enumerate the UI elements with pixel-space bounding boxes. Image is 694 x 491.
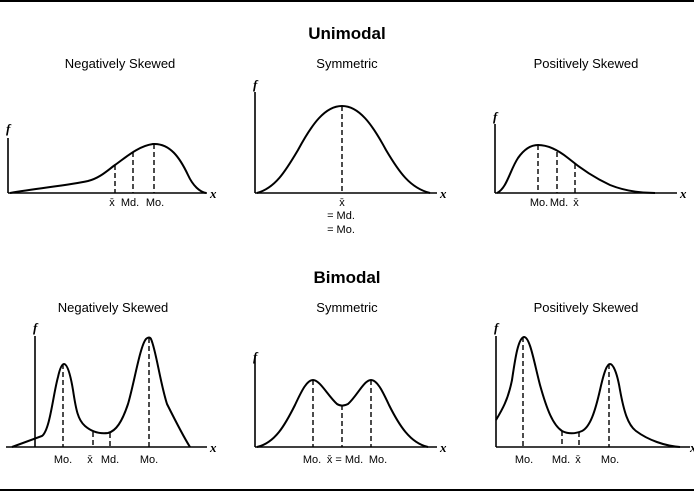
marker-label-mode-2: Mo. — [140, 454, 158, 466]
marker-label-mode-1: Mo. — [515, 454, 533, 466]
marker-label-mean-median: x̄ = Md. — [327, 454, 363, 466]
x-axis-label: x — [689, 440, 694, 455]
marker-label-median: Md. — [550, 197, 568, 209]
panel-title-unimodal-symmetric: Symmetric — [316, 56, 378, 71]
y-axis-label: f — [6, 121, 12, 136]
distribution-curve — [11, 336, 191, 448]
y-axis-label: f — [253, 349, 259, 364]
marker-label-mean: x̄ — [573, 197, 579, 209]
distribution-curve — [495, 335, 681, 448]
x-axis-label: x — [679, 186, 687, 201]
panel-bimodal-negative: f x Mo. x̄ Md. Mo. — [6, 320, 217, 466]
marker-label-mode: Mo. — [146, 197, 164, 209]
panel-title-unimodal-positive: Positively Skewed — [533, 56, 639, 71]
distribution-curve — [256, 104, 431, 194]
marker-label-mode: Mo. — [530, 197, 548, 209]
marker-label-mode-1: Mo. — [54, 454, 72, 466]
panel-title-unimodal-negative: Negatively Skewed — [64, 56, 176, 71]
top-border — [0, 0, 694, 2]
panel-title-bimodal-positive: Positively Skewed — [533, 300, 639, 315]
bottom-border — [0, 489, 694, 491]
panel-title-bimodal-negative: Negatively Skewed — [57, 300, 169, 315]
panel-unimodal-positive: f x Mo. Md. x̄ — [493, 109, 687, 209]
x-axis-label: x — [209, 440, 217, 455]
y-axis-label: f — [493, 109, 499, 124]
x-axis-label: x — [439, 440, 447, 455]
x-axis-label: x — [209, 186, 217, 201]
marker-label-mean: x̄ — [109, 197, 115, 209]
marker-label-median: Md. — [121, 197, 139, 209]
marker-label-mode-2: Mo. — [369, 454, 387, 466]
y-axis-label: f — [494, 320, 500, 335]
panel-title-bimodal-symmetric: Symmetric — [316, 300, 378, 315]
marker-label-mode-2: Mo. — [601, 454, 619, 466]
marker-label-median: = Md. — [327, 210, 355, 222]
marker-label-median: Md. — [101, 454, 119, 466]
x-axis-label: x — [439, 186, 447, 201]
y-axis-label: f — [253, 77, 259, 92]
distribution-curve — [496, 143, 656, 194]
marker-label-mean: x̄ — [339, 197, 345, 209]
marker-label-median: Md. — [552, 454, 570, 466]
marker-label-mean: x̄ — [575, 454, 581, 466]
y-axis-label: f — [33, 320, 39, 335]
marker-label-mean: x̄ — [87, 454, 93, 466]
panel-bimodal-positive: f x Mo. Md. x̄ Mo. — [494, 320, 694, 466]
distribution-curve — [9, 142, 207, 194]
panel-unimodal-negative: f x x̄ Md. Mo. — [6, 121, 217, 209]
panel-bimodal-symmetric: f x Mo. x̄ = Md. Mo. — [253, 349, 447, 466]
marker-label-mode: = Mo. — [327, 224, 355, 236]
marker-label-mode-1: Mo. — [303, 454, 321, 466]
section-title-unimodal: Unimodal — [308, 24, 386, 43]
panel-unimodal-symmetric: f x x̄ = Md. = Mo. — [253, 77, 447, 236]
section-title-bimodal: Bimodal — [313, 268, 381, 287]
